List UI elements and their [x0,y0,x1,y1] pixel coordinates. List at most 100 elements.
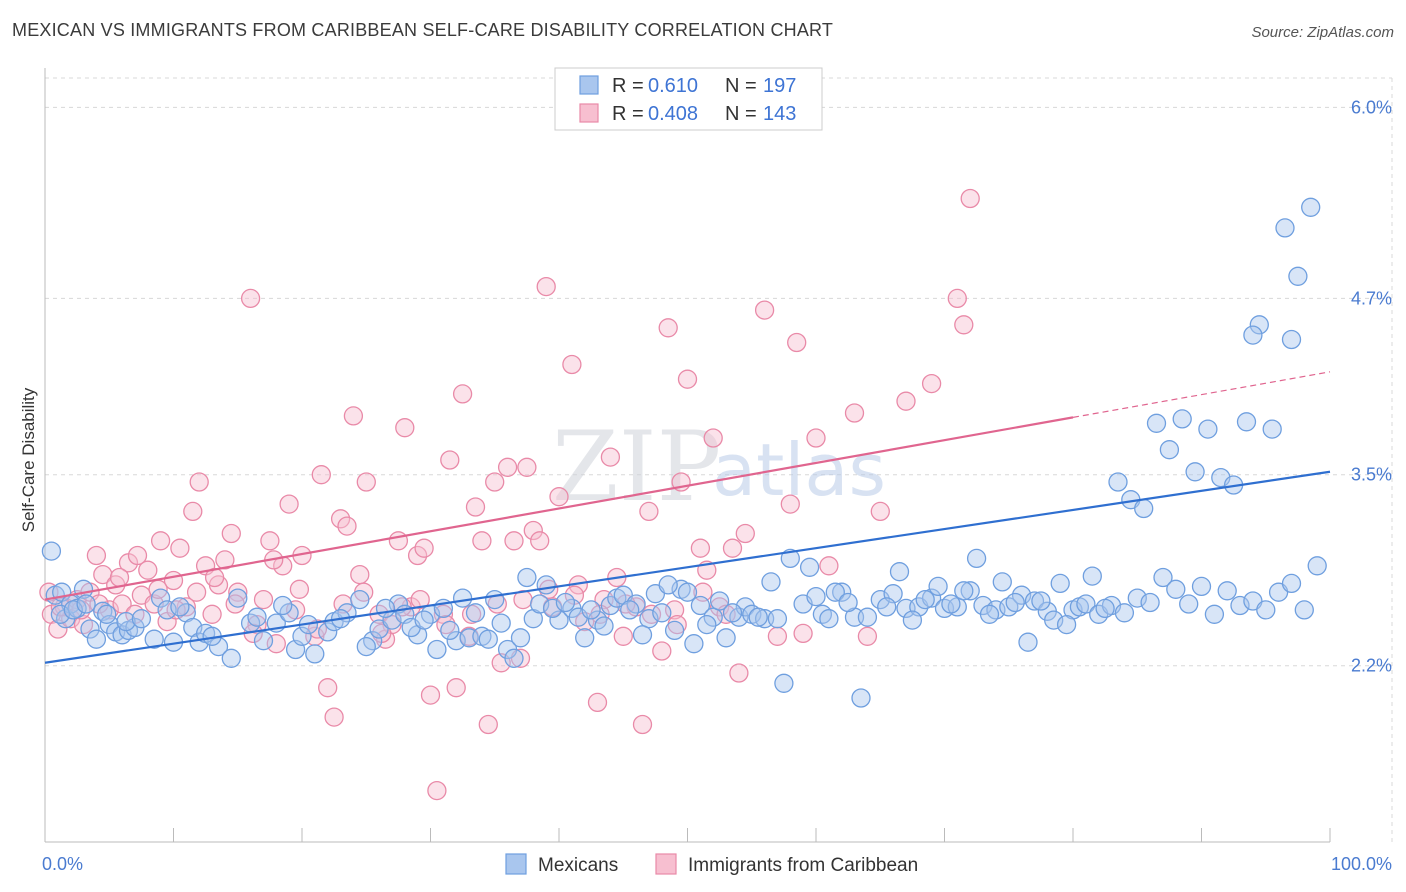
mexicans-point [1159,440,1180,460]
mexicans-point [632,625,653,645]
caribbean-point [170,538,190,558]
mexicans-point [1127,588,1147,608]
caribbean-point [639,501,659,522]
caribbean-point [530,531,550,551]
mexicans-point [1146,413,1167,433]
caribbean-point [960,188,980,209]
caribbean-point [260,531,280,551]
bottom-legend-mexicans: Mexicans [538,855,618,876]
mexicans-point [806,586,826,607]
caribbean-point [221,523,241,544]
mexicans-point [902,610,923,630]
caribbean-point [189,472,209,492]
caribbean-point [446,678,466,698]
caribbean-point [240,288,261,309]
mexicans-point [97,604,117,624]
mexicans-point [144,629,164,649]
mexicans-point [1005,592,1025,613]
mexicans-point [80,619,100,639]
mexicans-point [485,589,505,610]
caribbean-point [337,516,357,536]
caribbean-point [517,457,537,477]
mexicans-point [318,622,338,642]
caribbean-point [109,567,130,588]
mexicans-point [1301,197,1321,217]
mexicans-point [491,613,511,633]
mexicans-point [1288,266,1308,286]
caribbean-point [729,663,749,683]
mexicans-point [1095,598,1115,619]
caribbean-point [395,418,415,438]
mexicans-point [76,594,96,614]
legend-n-value: 143 [763,103,796,125]
mexicans-point [150,588,171,608]
axis-layer: 2.2% 3.5% 4.7% 6.0% 0.0% 100.0% [42,68,1392,874]
mexicans-point [652,603,672,623]
caribbean-point [780,494,800,514]
mexicans-point [1018,632,1038,652]
mexicans-point [838,592,858,613]
caribbean-point [318,678,338,698]
mexicans-point [1076,594,1096,614]
mexicans-point [86,629,107,649]
caribbean-point [228,582,248,602]
trend-layer [44,371,1331,664]
caribbean-point [600,447,621,467]
caribbean-point [497,457,518,477]
caribbean-point [690,538,711,558]
mexicans-point [1307,556,1327,576]
caribbean-point [186,582,207,602]
caribbean-point [857,626,878,646]
mexicans-point [581,600,601,620]
mexicans-point [510,628,531,648]
legend-swatch [579,103,599,123]
mexicans-point [273,595,293,616]
mexicans-point [960,581,980,601]
mexicans-point [1134,498,1154,519]
caribbean-point [202,604,222,624]
mexicans-point [1140,592,1160,613]
caribbean-point [735,523,755,544]
bottom-legend: Mexicans Immigrants from Caribbean [505,853,918,876]
caribbean-point [562,354,582,375]
mexicans-point [832,582,852,602]
mexicans-point [1243,325,1263,345]
mexicans-point [549,610,569,630]
caribbean-point [787,332,807,353]
points-layer [39,188,1327,801]
mexicans-point [440,620,460,641]
bottom-legend-caribbean: Immigrants from Caribbean [688,855,918,876]
caribbean-point [954,315,974,335]
mexicans-point [722,603,743,623]
mexicans-point [690,595,711,616]
mexicans-point [1256,600,1276,620]
mexicans-point [941,594,961,614]
mexicans-point [1204,604,1225,624]
mexicans-point [767,609,788,629]
caribbean-point [324,707,344,727]
caribbean-point [613,626,633,646]
caribbean-point [677,369,698,389]
mexicans-point [1281,573,1302,594]
mexicans-point [709,591,730,611]
mexicans-point [228,588,248,608]
legend-r-label: R = [612,103,644,125]
mexicans-point [1281,329,1302,350]
mexicans-point [414,610,434,630]
caribbean-point [452,384,473,404]
caribbean-point [343,406,364,426]
caribbean-point [350,564,370,585]
mexicans-point [247,607,267,627]
mexicans-point [1191,576,1212,597]
mexicans-point [851,688,871,708]
chart-source: Source: ZipAtlas.com [1251,24,1394,41]
legend-box [554,67,823,131]
caribbean-point [48,619,68,639]
mexicans-point [1249,315,1269,335]
mexicans-point [1294,600,1314,620]
mexicans-point [375,598,396,619]
mexicans-point [954,581,974,601]
mexicans-point [41,541,62,561]
caribbean-trendline [44,416,1074,601]
mexicans-point [292,626,312,646]
